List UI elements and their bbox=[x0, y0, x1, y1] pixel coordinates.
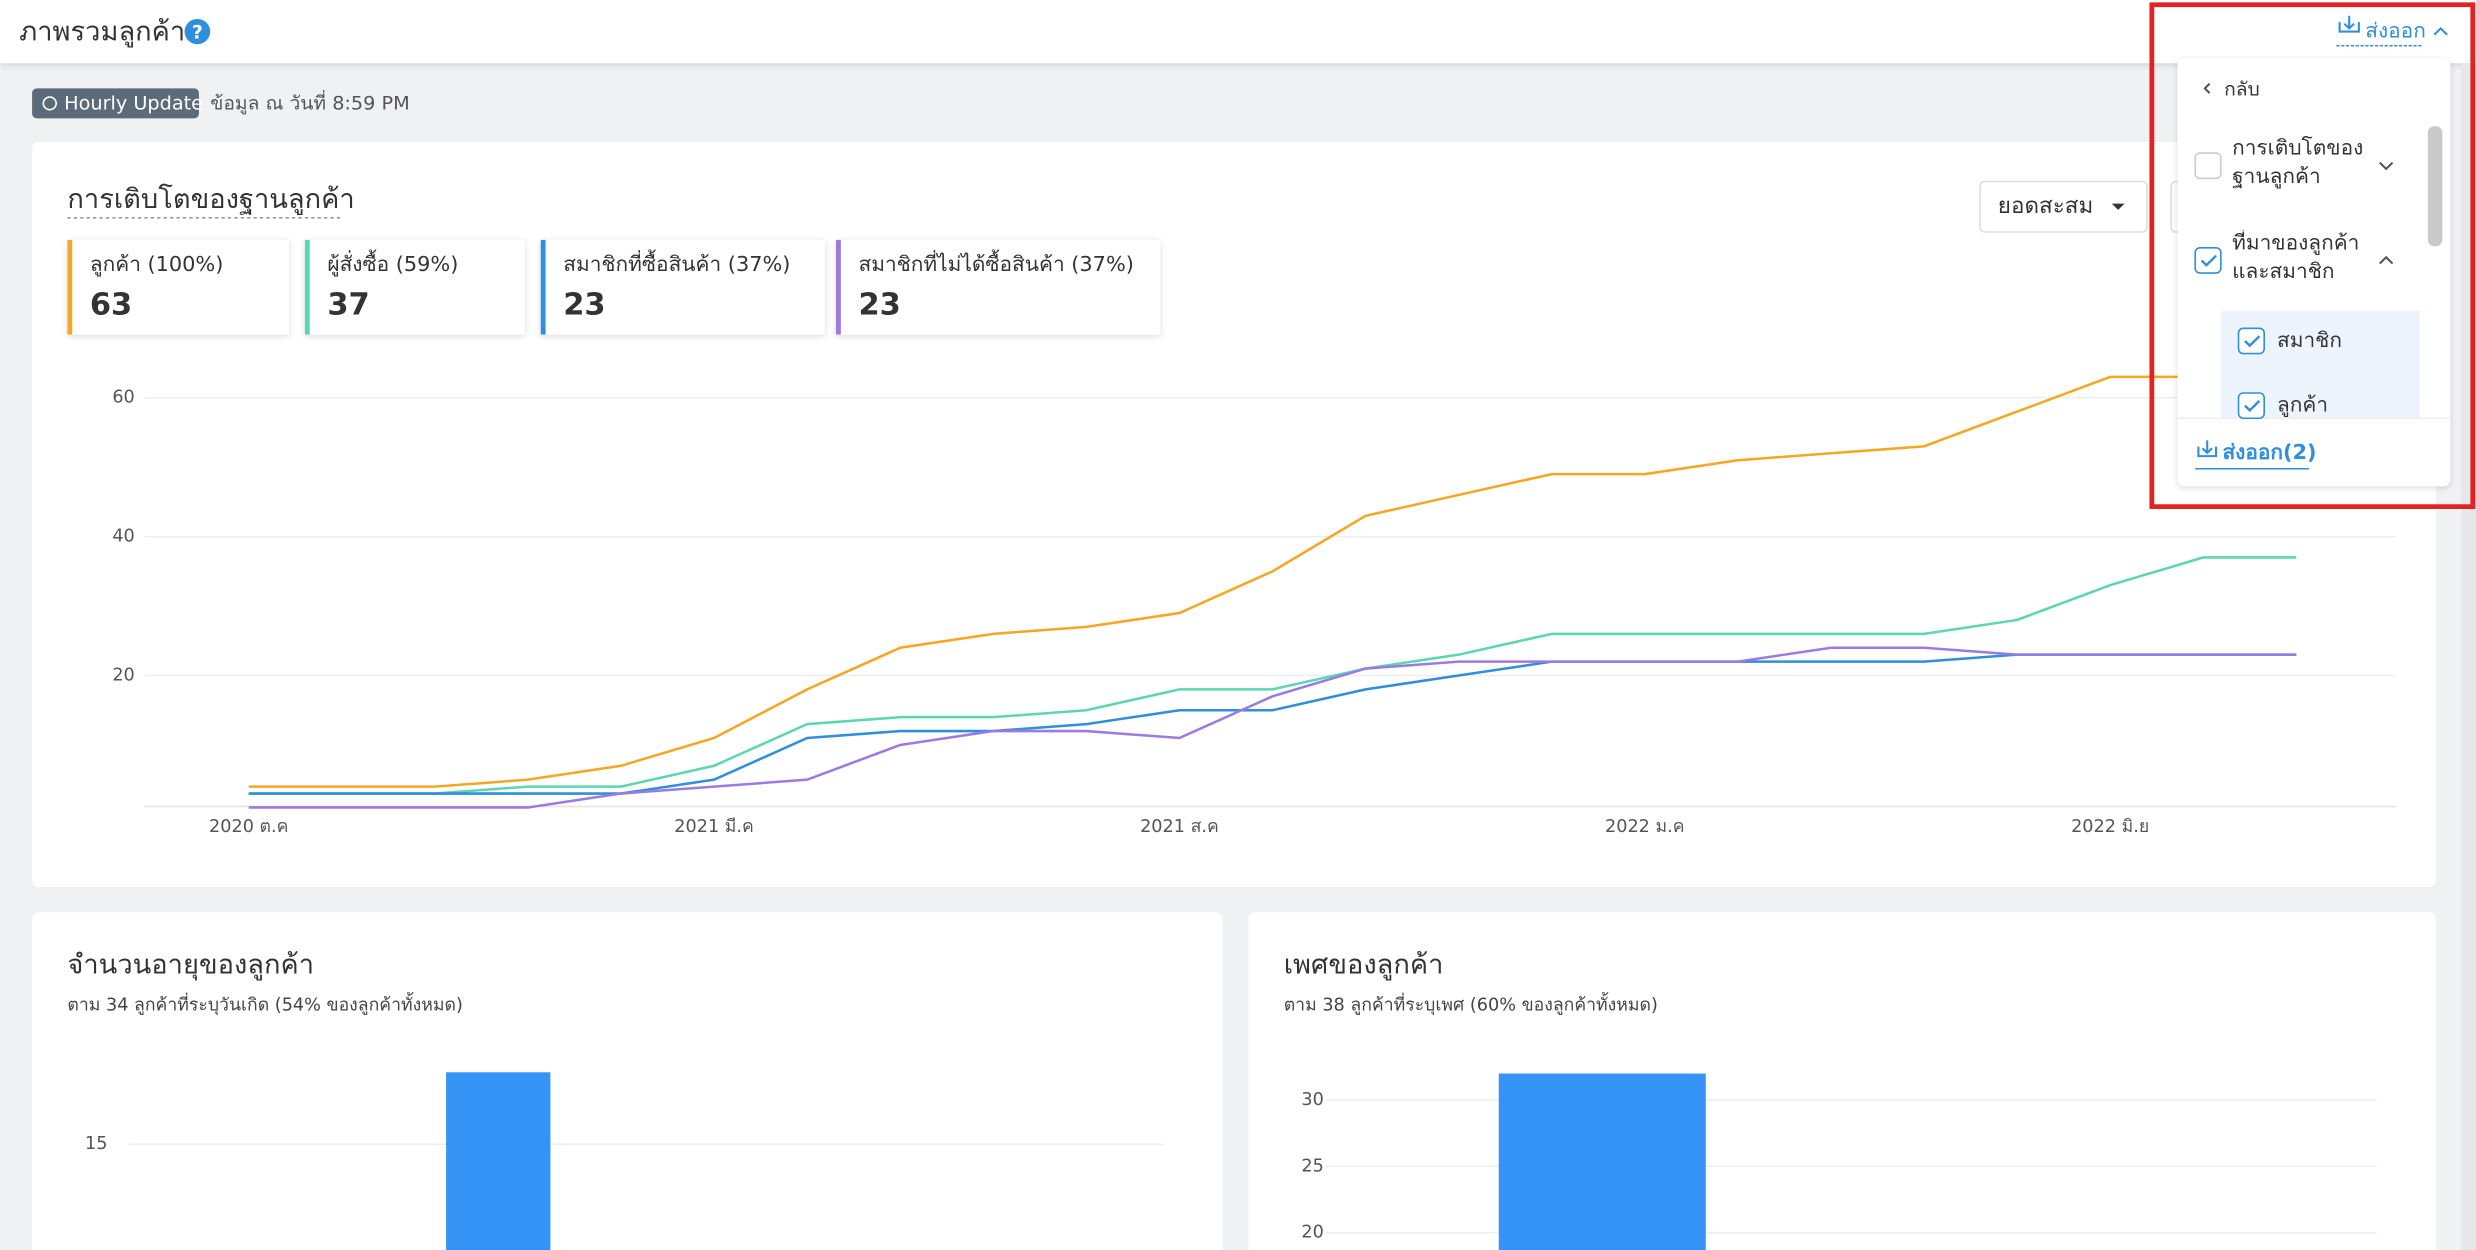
x-tick-label: 2021 มี.ค bbox=[674, 817, 754, 837]
y-tick-label: 25 bbox=[1301, 1156, 1323, 1176]
y-tick-label: 15 bbox=[85, 1134, 107, 1154]
chevron-up bbox=[2433, 26, 2448, 36]
item-checkbox[interactable] bbox=[2194, 247, 2222, 274]
stat-card-accent bbox=[540, 239, 546, 335]
line-series bbox=[248, 556, 2297, 795]
stat-card-accent bbox=[304, 239, 310, 335]
check-mark bbox=[2200, 254, 2217, 267]
stat-card bbox=[540, 239, 825, 335]
child-label[interactable]: ลูกค้า bbox=[2277, 393, 2328, 418]
highlight-box bbox=[2149, 2, 2476, 509]
gender-subtitle: ตาม 38 ลูกค้าที่ระบุเพศ (60% ของลูกค้าทั… bbox=[1284, 991, 1658, 1015]
menu-back[interactable]: กลับ bbox=[2224, 78, 2260, 101]
y-tick-label: 40 bbox=[112, 527, 134, 547]
stat-card-value: 23 bbox=[563, 288, 605, 323]
stat-card-label: สมาชิกที่ไม่ได้ซื้อสินค้า (37%) bbox=[858, 249, 1133, 276]
stat-card-label: ลูกค้า (100%) bbox=[90, 252, 224, 277]
update-badge bbox=[32, 88, 199, 119]
bar bbox=[446, 1072, 551, 1250]
stat-card-label: ผู้สั่งซื้อ (59%) bbox=[327, 249, 458, 277]
x-tick-label: 2022 มิ.ย bbox=[2071, 817, 2149, 837]
x-tick-label: 2021 ส.ค bbox=[1140, 817, 1219, 837]
header-bar bbox=[0, 0, 2476, 64]
item-label-wrap: การเติบโตของฐานลูกค้า bbox=[2232, 137, 2364, 190]
y-tick-label: 20 bbox=[1301, 1223, 1323, 1243]
item-chevron bbox=[2378, 255, 2394, 265]
mode-dropdown-text: ยอดสะสม bbox=[1998, 193, 2093, 219]
bar bbox=[1498, 1073, 1706, 1250]
age-title: จำนวนอายุของลูกค้า bbox=[67, 950, 314, 982]
check-mark bbox=[2244, 400, 2261, 413]
x-tick-label: 2022 ม.ค bbox=[1605, 817, 1685, 837]
export-menu: กลับ ส่งออก(2) การเติบโตของฐานลูกค้าที่ม… bbox=[2177, 58, 2451, 487]
stat-card-accent bbox=[836, 239, 841, 335]
help-icon[interactable] bbox=[184, 18, 211, 45]
back-icon bbox=[2203, 82, 2211, 94]
download-icon bbox=[2197, 440, 2218, 458]
age-subtitle: ตาม 34 ลูกค้าที่ระบุวันเกิด (54% ของลูกค… bbox=[67, 991, 462, 1015]
item-checkbox[interactable] bbox=[2194, 152, 2222, 180]
line-series bbox=[248, 375, 2297, 788]
mode-dropdown[interactable] bbox=[1979, 180, 2148, 233]
check-mark bbox=[2244, 335, 2261, 348]
x-tick-label: 2020 ต.ค bbox=[209, 817, 288, 837]
stat-card bbox=[304, 239, 525, 335]
help-icon-mark: ? bbox=[192, 21, 203, 44]
growth-chart: ลูกค้า (100%) 63 ผู้สั่งซื้อ (59%) 37 สมาชิก… bbox=[67, 239, 2396, 837]
child-checkbox[interactable] bbox=[2237, 327, 2265, 355]
y-tick-label: 20 bbox=[112, 666, 134, 686]
item-chevron bbox=[2378, 161, 2394, 171]
stat-card bbox=[67, 239, 289, 335]
menu-export-button[interactable]: ส่งออก(2) bbox=[2222, 440, 2316, 464]
clock-icon bbox=[42, 96, 57, 111]
menu-scrollbar bbox=[2427, 126, 2443, 247]
stat-card-value: 23 bbox=[858, 288, 900, 323]
stat-card-value: 37 bbox=[327, 288, 369, 323]
y-tick-label: 30 bbox=[1301, 1090, 1323, 1110]
gender-title: เพศของลูกค้า bbox=[1284, 950, 1444, 981]
stat-card-accent bbox=[67, 239, 73, 335]
child-label[interactable]: สมาชิก bbox=[2277, 328, 2342, 352]
age-panel bbox=[32, 912, 1223, 1250]
bar-charts: 15 20 25 30 bbox=[85, 1072, 2377, 1250]
page-title: ภาพรวมลูกค้า bbox=[19, 17, 185, 48]
growth-title: การเติบโตของฐานลูกค้า bbox=[67, 183, 354, 215]
stat-card-value: 63 bbox=[90, 288, 132, 323]
item-label[interactable]: ที่มาของลูกค้าและสมาชิก bbox=[2232, 232, 2360, 285]
export-link[interactable]: ส่งออก bbox=[2365, 19, 2426, 43]
dropdown-caret bbox=[2111, 203, 2125, 210]
item-label[interactable]: การเติบโตของฐานลูกค้า bbox=[2232, 137, 2364, 190]
stat-card-label: สมาชิกที่ซื้อสินค้า (37%) bbox=[563, 249, 790, 276]
line-series bbox=[248, 646, 2297, 809]
child-checkbox[interactable] bbox=[2237, 392, 2265, 420]
line-series bbox=[248, 653, 2297, 795]
item-label-wrap: ที่มาของลูกค้าและสมาชิก bbox=[2232, 232, 2360, 285]
download-icon bbox=[2338, 15, 2360, 33]
update-badge-text: Hourly Update bbox=[64, 92, 203, 115]
y-tick-label: 60 bbox=[112, 388, 134, 408]
stat-card bbox=[836, 239, 1161, 335]
update-text: ข้อมูล ณ วันที่ 8:59 PM bbox=[210, 90, 410, 115]
